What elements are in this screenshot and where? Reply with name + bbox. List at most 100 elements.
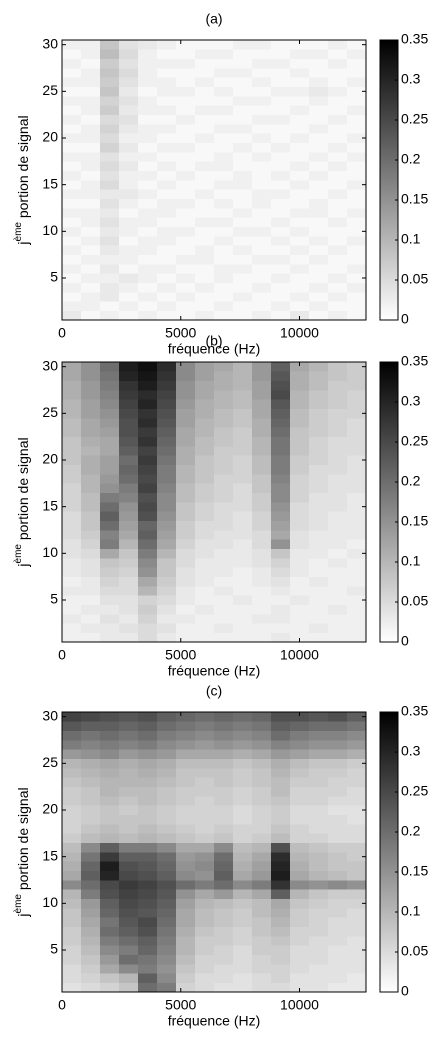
heatmap-cell	[252, 436, 272, 447]
heatmap-cell	[233, 511, 253, 522]
heatmap-cell	[195, 464, 215, 475]
heatmap-cell	[138, 614, 158, 624]
heatmap-cell	[119, 380, 139, 391]
heatmap-cell	[81, 483, 101, 494]
heatmap-cell	[176, 520, 196, 531]
heatmap-cell	[176, 142, 196, 153]
heatmap-cell	[119, 310, 139, 321]
heatmap-cell	[157, 390, 177, 400]
heatmap-cell	[290, 604, 310, 615]
heatmap-cell	[176, 40, 196, 50]
heatmap-cell	[233, 777, 253, 788]
heatmap-cell	[157, 712, 177, 722]
heatmap-cell	[119, 49, 139, 60]
heatmap-cell	[81, 945, 101, 956]
plot-frame	[61, 711, 367, 993]
heatmap-cell	[62, 833, 82, 844]
heatmap-cell	[328, 58, 348, 69]
heatmap-cell	[176, 824, 196, 834]
heatmap-cell	[309, 273, 329, 284]
heatmap-cell	[195, 380, 215, 391]
heatmap-cell	[309, 483, 329, 494]
heatmap-cell	[176, 208, 196, 218]
heatmap-cell	[81, 264, 101, 274]
heatmap-cell	[271, 77, 291, 88]
heatmap-cell	[62, 982, 82, 993]
heatmap-cell	[138, 758, 158, 769]
heatmap-cell	[100, 964, 120, 974]
heatmap-cell	[290, 273, 310, 284]
heatmap-cell	[100, 217, 120, 228]
heatmap-cell	[138, 539, 158, 550]
heatmap-cell	[81, 455, 101, 466]
heatmap-cell	[62, 712, 82, 722]
heatmap-cell	[157, 464, 177, 475]
heatmap-cell	[81, 427, 101, 438]
heatmap-cell	[271, 142, 291, 153]
heatmap-cell	[271, 758, 291, 769]
heatmap-cell	[271, 380, 291, 391]
heatmap-cell	[309, 282, 329, 293]
heatmap-cell	[138, 595, 158, 606]
heatmap-cell	[138, 721, 158, 732]
heatmap-cell	[271, 917, 291, 928]
heatmap-cell	[62, 623, 82, 634]
heatmap-cell	[157, 842, 177, 853]
heatmap-cell	[309, 133, 329, 144]
x-axis-label: fréquence (Hz)	[168, 663, 261, 679]
heatmap-cell	[347, 954, 367, 965]
heatmap-cell	[290, 870, 310, 881]
heatmap-cell	[214, 730, 234, 741]
heatmap-cell	[214, 282, 234, 293]
heatmap-cell	[271, 58, 291, 69]
heatmap-cell	[176, 954, 196, 965]
heatmap-cell	[138, 740, 158, 750]
heatmap-cell	[214, 124, 234, 134]
heatmap-cell	[195, 254, 215, 265]
x-tick-label: 0	[58, 325, 66, 341]
heatmap-cell	[81, 632, 101, 643]
heatmap-cell	[176, 114, 196, 125]
heatmap-cell	[157, 427, 177, 438]
heatmap-cell	[81, 114, 101, 125]
heatmap-cell	[233, 964, 253, 974]
heatmap-cell	[252, 511, 272, 522]
heatmap-cell	[309, 380, 329, 391]
heatmap-cell	[328, 189, 348, 200]
heatmap-cell	[176, 632, 196, 643]
heatmap-cell	[214, 954, 234, 965]
heatmap-cell	[157, 371, 177, 382]
heatmap-cell	[252, 730, 272, 741]
heatmap-cell	[252, 889, 272, 900]
heatmap-cell	[176, 310, 196, 321]
heatmap-cell	[176, 712, 196, 722]
heatmap-cell	[62, 58, 82, 69]
heatmap-cell	[81, 852, 101, 862]
y-axis-label-part: ème	[13, 894, 24, 914]
heatmap-cell	[309, 926, 329, 937]
heatmap-cell	[233, 254, 253, 265]
heatmap-cell	[100, 245, 120, 256]
heatmap-cell	[119, 548, 139, 559]
heatmap-cell	[271, 558, 291, 568]
heatmap-cell	[252, 796, 272, 806]
chart-title: (a)	[205, 11, 222, 27]
heatmap-cell	[100, 96, 120, 106]
colorbar-tick-label: 0.2	[401, 473, 421, 489]
heatmap-cell	[100, 40, 120, 50]
heatmap-cell	[81, 511, 101, 522]
heatmap-cell	[309, 124, 329, 134]
heatmap-cell	[233, 152, 253, 162]
heatmap-cell	[81, 446, 101, 456]
heatmap-cell	[119, 418, 139, 428]
heatmap-cell	[100, 282, 120, 293]
heatmap-cell	[81, 226, 101, 237]
heatmap-cell	[62, 740, 82, 750]
heatmap-cell	[100, 777, 120, 788]
y-tick-label: 20	[42, 129, 58, 145]
heatmap-cell	[309, 68, 329, 78]
heatmap-cell	[328, 68, 348, 78]
heatmap-cell	[195, 68, 215, 78]
heatmap-cell	[271, 861, 291, 872]
heatmap-cell	[252, 474, 272, 484]
